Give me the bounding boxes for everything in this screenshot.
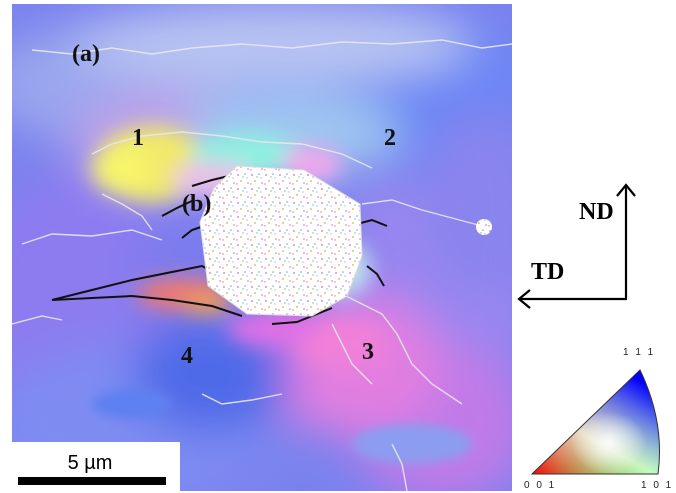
region-label-3: 3 (362, 339, 374, 365)
ebsd-orientation-map (12, 4, 512, 491)
region-label-2: 2 (384, 125, 396, 151)
scale-bar (18, 477, 166, 485)
scale-bar-label: 5 µm (67, 452, 113, 474)
td-axis-label: TD (531, 259, 565, 285)
panel-label-a: (a) (72, 41, 100, 67)
ipf-color-key (530, 369, 660, 475)
ipf-label-001: 0 0 1 (524, 480, 557, 491)
panel-label-b: (b) (182, 191, 212, 217)
region-label-1: 1 (132, 125, 144, 151)
ipf-label-101: 1 0 1 (641, 480, 674, 491)
nd-axis-label: ND (579, 199, 614, 225)
region-label-4: 4 (181, 343, 193, 369)
sample-axes-icon (517, 183, 636, 309)
ipf-label-111: 1 1 1 (623, 347, 656, 358)
